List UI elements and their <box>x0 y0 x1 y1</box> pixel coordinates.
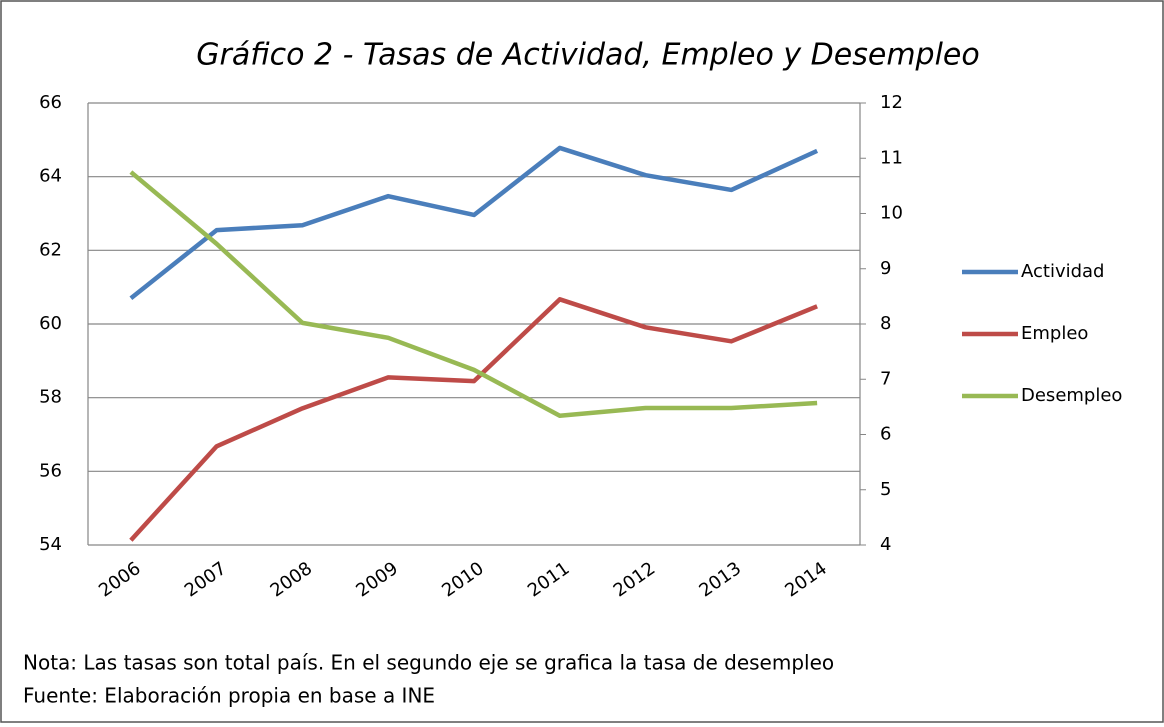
y2-tick-label: 12 <box>880 92 903 113</box>
note: Nota: Las tasas son total país. En el se… <box>23 651 834 675</box>
line-series <box>129 170 818 418</box>
line-series <box>129 297 818 542</box>
y2-tick-label: 6 <box>880 424 891 445</box>
source: Fuente: Elaboración propia en base a INE <box>23 684 435 708</box>
y2-tick-label: 11 <box>880 147 903 168</box>
y-tick-label: 60 <box>39 313 62 334</box>
legend-label: Actividad <box>1021 261 1105 282</box>
y-tick-label: 54 <box>39 534 62 555</box>
y-tick-label: 56 <box>39 460 62 481</box>
line-series <box>129 145 819 300</box>
y2-tick-label: 8 <box>880 313 891 334</box>
y2-tick-label: 9 <box>880 258 891 279</box>
y2-tick-label: 10 <box>880 203 903 224</box>
legend-label: Empleo <box>1021 323 1088 344</box>
y-tick-label: 64 <box>39 166 62 187</box>
y-tick-label: 66 <box>39 92 62 113</box>
legend-label: Desempleo <box>1021 385 1122 406</box>
y-tick-label: 58 <box>39 387 62 408</box>
y-tick-label: 62 <box>39 239 62 260</box>
y2-tick-label: 4 <box>880 534 891 555</box>
chart-title: Gráfico 2 - Tasas de Actividad, Empleo y… <box>196 38 980 73</box>
y2-tick-label: 5 <box>880 479 891 500</box>
y2-tick-label: 7 <box>880 368 891 389</box>
